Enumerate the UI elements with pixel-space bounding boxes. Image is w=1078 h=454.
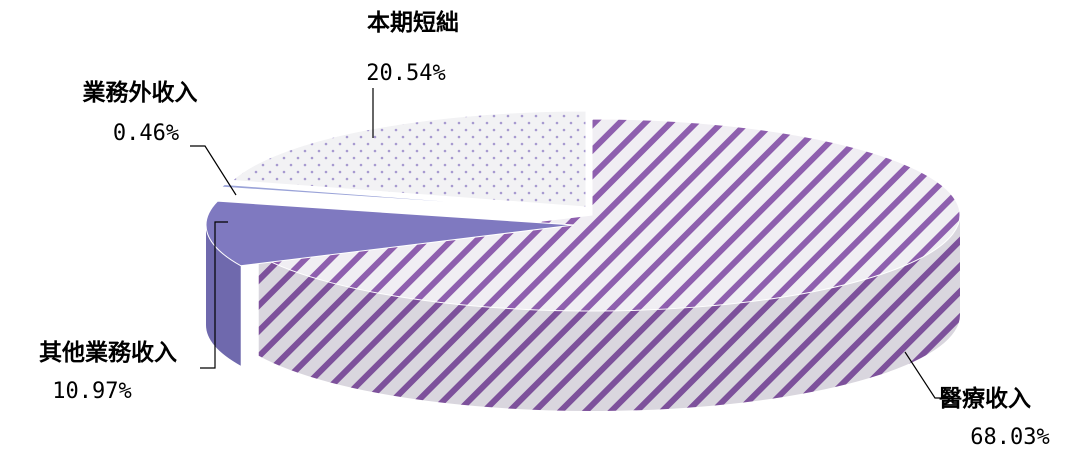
pie-side-0 bbox=[258, 215, 961, 412]
leader-line-1 bbox=[200, 221, 228, 369]
leader-line-2 bbox=[190, 145, 237, 196]
pie-slices bbox=[205, 110, 961, 412]
pie-slice-0 bbox=[257, 118, 961, 312]
pie-labels: 醫療收入 68.03% 其他業務收入 10.97% 業務外收入 0.46% 本期短絀 20.5… bbox=[39, 9, 1050, 450]
slice-label-1: 其他業務收入 bbox=[39, 339, 177, 366]
pie-slice-1 bbox=[205, 200, 575, 267]
pie-slice-3 bbox=[231, 110, 587, 208]
slice-percent-2: 0.46% bbox=[113, 121, 179, 146]
pie-slice-2 bbox=[220, 183, 579, 212]
slice-label-2: 業務外收入 bbox=[82, 79, 198, 106]
slice-label-3: 本期短絀 bbox=[367, 9, 459, 36]
slice-label-0: 醫療收入 bbox=[939, 385, 1031, 412]
leader-line-0 bbox=[904, 351, 948, 399]
slice-percent-1: 10.97% bbox=[52, 379, 131, 404]
slice-percent-3: 20.54% bbox=[366, 61, 445, 86]
slice-percent-0: 68.03% bbox=[970, 425, 1049, 450]
